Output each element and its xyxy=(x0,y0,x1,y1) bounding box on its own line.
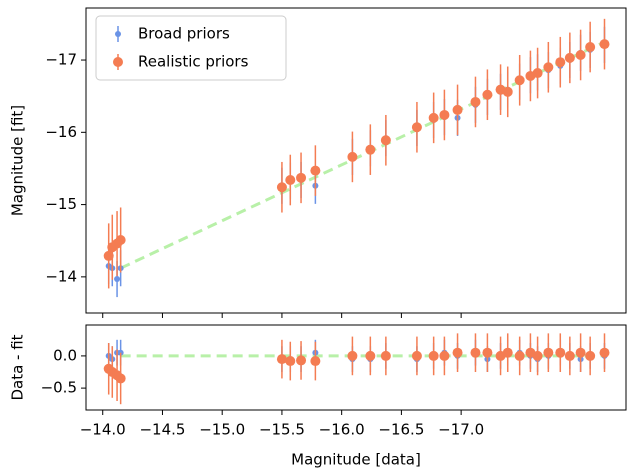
point xyxy=(514,75,525,86)
point xyxy=(276,354,287,365)
legend-label: Broad priors xyxy=(138,25,230,43)
y-axis-label: Data - fit xyxy=(9,334,27,400)
point xyxy=(502,347,513,358)
point xyxy=(380,350,391,361)
point xyxy=(114,276,121,283)
point xyxy=(310,356,321,367)
point xyxy=(543,62,554,73)
point xyxy=(564,350,575,361)
legend-swatch xyxy=(115,31,121,37)
point xyxy=(347,151,358,162)
point xyxy=(599,347,610,358)
x-tick-label: −15.5 xyxy=(259,421,305,439)
x-tick-label: −14.0 xyxy=(80,421,126,439)
point xyxy=(310,165,321,176)
point xyxy=(276,182,287,193)
y-tick-label: −0.5 xyxy=(41,379,77,397)
point xyxy=(575,347,586,358)
x-tick-label: −14.5 xyxy=(139,421,185,439)
x-tick-label: −15.0 xyxy=(199,421,245,439)
y-tick-label: −17 xyxy=(45,51,77,69)
legend-swatch xyxy=(113,57,123,67)
point xyxy=(428,112,439,123)
point xyxy=(585,350,596,361)
point xyxy=(575,49,586,60)
point xyxy=(482,89,493,100)
point xyxy=(365,350,376,361)
point xyxy=(428,350,439,361)
point xyxy=(555,57,566,68)
point xyxy=(439,109,450,120)
y-tick-label: −14 xyxy=(45,267,77,285)
point xyxy=(347,350,358,361)
point xyxy=(411,122,422,133)
point xyxy=(452,104,463,115)
point xyxy=(482,347,493,358)
point xyxy=(439,350,450,361)
x-tick-label: −16.0 xyxy=(319,421,365,439)
point xyxy=(452,347,463,358)
point xyxy=(532,68,543,79)
point xyxy=(115,373,126,384)
point xyxy=(599,39,610,50)
point xyxy=(564,52,575,63)
x-tick-label: −16.5 xyxy=(378,421,424,439)
y-tick-label: 0.0 xyxy=(53,346,77,364)
y-axis-label: Magnitude [fit] xyxy=(9,105,27,216)
point xyxy=(470,96,481,107)
x-axis-label: Magnitude [data] xyxy=(291,451,421,469)
legend-box xyxy=(95,15,287,81)
point xyxy=(514,350,525,361)
y-tick-label: −16 xyxy=(45,123,77,141)
point xyxy=(380,135,391,146)
y-tick-label: −15 xyxy=(45,195,77,213)
axes-frame xyxy=(85,324,627,411)
point xyxy=(411,350,422,361)
point xyxy=(103,250,114,261)
point xyxy=(585,42,596,53)
fit-line xyxy=(120,40,606,270)
point xyxy=(296,355,307,366)
point xyxy=(555,347,566,358)
point xyxy=(285,175,296,186)
point xyxy=(543,347,554,358)
legend-label: Realistic priors xyxy=(138,53,249,71)
point xyxy=(532,350,543,361)
point xyxy=(115,235,126,246)
point xyxy=(285,356,296,367)
x-tick-label: −17.0 xyxy=(438,421,484,439)
axes-frame xyxy=(85,7,627,314)
point xyxy=(470,347,481,358)
point xyxy=(296,172,307,183)
point xyxy=(502,86,513,97)
point xyxy=(365,144,376,155)
